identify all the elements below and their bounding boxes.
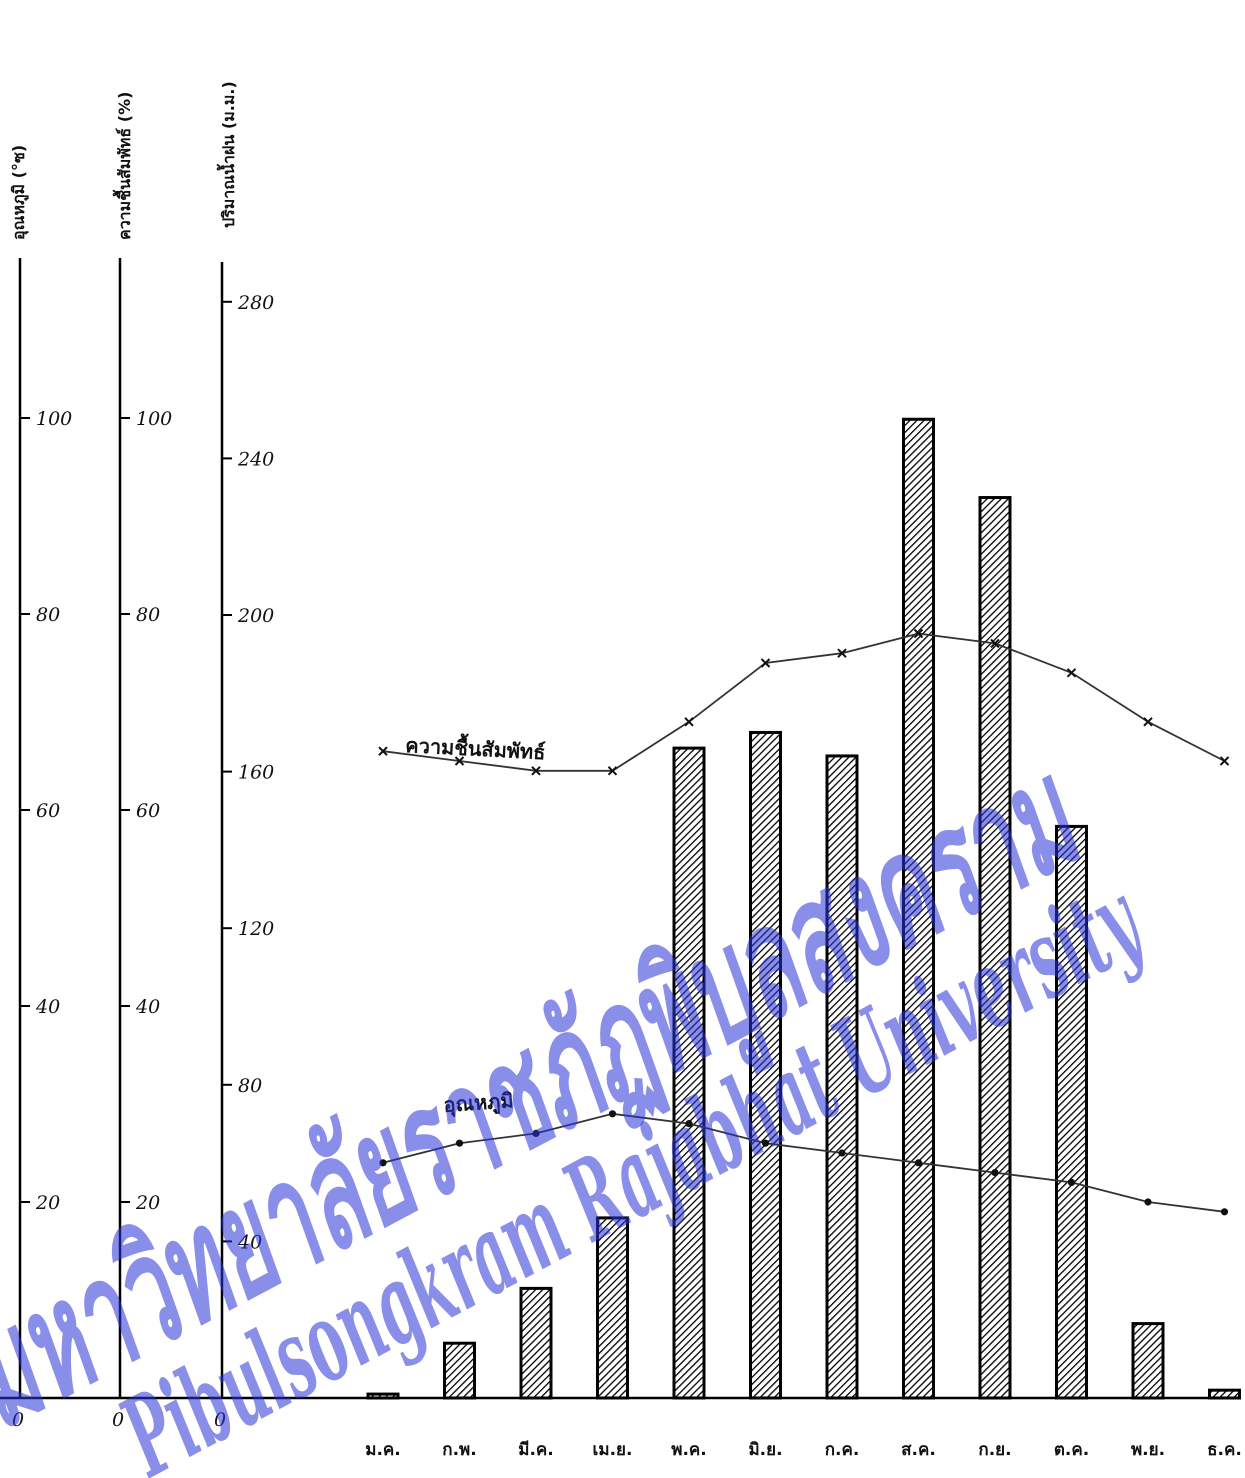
rainfall-tick-label: 200: [237, 605, 274, 627]
month-label: มิ.ย.: [748, 1440, 782, 1460]
temperature-point: [608, 1110, 617, 1118]
humidity-point: [531, 766, 541, 776]
temperature-point: [685, 1120, 693, 1128]
rainfall-bar: [749, 730, 782, 1400]
rainfall-bar: [443, 1341, 476, 1400]
rainfall-bar: [519, 1286, 553, 1400]
temperature-point: [455, 1139, 464, 1147]
rainfall-axis-title: ปริมาณน้ำฝน (ม.ม.): [216, 81, 238, 228]
temperature-point: [532, 1129, 540, 1137]
month-label: ส.ค.: [901, 1440, 936, 1460]
temperature-point: [1144, 1198, 1152, 1206]
humidity-series-label: ความชื้นสัมพัทธ์: [405, 730, 546, 764]
humidity-axis-title: ความชื้นสัมพัทธ์ (%): [112, 92, 134, 240]
humidity-point: [1219, 756, 1230, 766]
temperature-tick-label: 80: [36, 604, 60, 626]
humidity-tick-label: 20: [135, 1192, 160, 1214]
humidity-tick-label: 80: [136, 604, 160, 626]
rainfall-bars: [366, 417, 1241, 1400]
month-label: มี.ค.: [518, 1439, 554, 1460]
humidity-tick-label: 60: [136, 800, 160, 822]
rainfall-tick-label: 240: [237, 448, 274, 470]
rainfall-tick-label: 40: [237, 1231, 262, 1253]
month-label: เม.ย.: [593, 1440, 633, 1460]
rainfall-zero-label: 0: [214, 1409, 226, 1431]
humidity-zero-label: 0: [112, 1409, 124, 1431]
rainfall-tick-label: 80: [238, 1075, 262, 1097]
rainfall-bar: [825, 754, 859, 1400]
temperature-point: [838, 1149, 846, 1157]
temperature-tick-label: 100: [36, 408, 72, 430]
humidity-point: [837, 648, 847, 658]
rainfall-tick-label: 280: [237, 292, 274, 314]
humidity-tick-label: 100: [136, 408, 172, 430]
rainfall-bar: [366, 1392, 400, 1400]
humidity-point: [684, 717, 694, 727]
month-label: ธ.ค.: [1207, 1440, 1242, 1460]
humidity-point: [913, 628, 924, 639]
temperature-point: [914, 1159, 923, 1167]
rainfall-bar: [1208, 1388, 1241, 1400]
humidity-point: [1143, 717, 1153, 727]
rainfall-bar: [596, 1216, 629, 1400]
month-label: ม.ค.: [365, 1440, 401, 1460]
humidity-line: [382, 632, 1225, 772]
line-series: [378, 628, 1230, 1216]
humidity-tick-label: 40: [135, 996, 160, 1018]
humidity-point: [607, 766, 618, 776]
rainfall-bar: [672, 746, 706, 1400]
rainfall-tick-label: 120: [238, 918, 274, 940]
month-label: ก.พ.: [442, 1440, 476, 1460]
rainfall-bar: [902, 417, 935, 1400]
temperature-axis-title: อุณหภูมิ (°ซ): [9, 145, 30, 240]
month-labels: ม.ค. ก.พ. มี.ค. เม.ย. พ.ค. มิ.ย. ก.ค. ส.ค. ก.ย. ต…: [365, 1439, 1242, 1460]
temperature-line: [382, 1112, 1225, 1213]
humidity-point: [378, 746, 388, 756]
rainfall-tick-label: 160: [238, 762, 274, 784]
rainfall-bar: [1131, 1322, 1165, 1400]
humidity-point: [1066, 668, 1077, 678]
month-label: ต.ค.: [1054, 1440, 1089, 1460]
ticks-layer: 20 40 60 80 100 20 40 60 80 100 40 80 120 160 200 240 28…: [20, 292, 274, 1253]
temperature-tick-label: 40: [35, 996, 60, 1018]
temperature-zero-label: 0: [12, 1409, 24, 1431]
temperature-tick-label: 20: [35, 1192, 60, 1214]
month-label: พ.ย.: [1131, 1440, 1165, 1460]
month-label: ก.ค.: [825, 1440, 860, 1460]
humidity-point: [760, 658, 771, 668]
month-label: ก.ย.: [978, 1440, 1011, 1460]
temperature-point: [379, 1159, 387, 1167]
temperature-point: [1067, 1178, 1076, 1186]
temperature-point: [1220, 1208, 1229, 1216]
temperature-tick-label: 60: [36, 800, 60, 822]
humidity-point: [990, 638, 1000, 649]
month-label: พ.ค.: [671, 1440, 707, 1460]
temperature-point: [761, 1139, 770, 1147]
humidity-point: [454, 756, 465, 766]
temperature-point: [991, 1169, 999, 1177]
rainfall-bar: [1055, 824, 1088, 1400]
